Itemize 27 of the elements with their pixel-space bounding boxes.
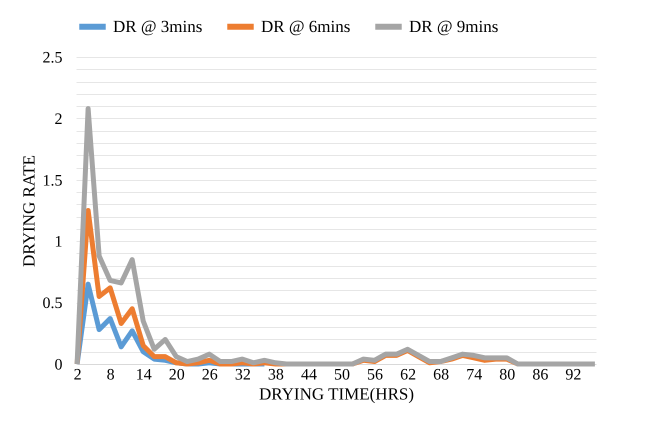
y-axis-title: DRYING RATE <box>20 155 38 267</box>
x-tick-label: 62 <box>400 366 416 384</box>
x-tick-label: 20 <box>168 366 185 384</box>
x-tick-label: 8 <box>106 366 115 384</box>
x-tick-label: 68 <box>433 366 450 384</box>
x-axis-title: DRYING TIME(HRS) <box>258 384 414 404</box>
y-tick-label: 1.5 <box>42 172 62 190</box>
x-tick-label: 14 <box>136 366 152 384</box>
y-tick-label: 0.5 <box>42 295 62 312</box>
legend-label: DR @ 6mins <box>261 16 350 36</box>
y-tick-label: 2.5 <box>42 50 62 66</box>
x-tick-label: 50 <box>334 366 350 384</box>
legend-label: DR @ 3mins <box>113 16 202 36</box>
legend-label: DR @ 9mins <box>409 16 498 36</box>
x-tick-label: 32 <box>234 366 251 384</box>
x-tick-label: 86 <box>532 366 548 384</box>
x-tick-label: 44 <box>300 366 317 384</box>
x-tick-label: 92 <box>565 366 582 384</box>
y-tick-label: 1 <box>54 234 62 251</box>
x-tick-label: 80 <box>499 366 516 384</box>
x-tick-label: 38 <box>268 366 284 384</box>
x-tick-label: 74 <box>466 366 482 384</box>
x-tick-label: 56 <box>367 366 384 384</box>
y-tick-label: 0 <box>54 356 62 374</box>
y-tick-label: 2 <box>54 110 62 128</box>
x-tick-label: 2 <box>74 366 82 384</box>
x-tick-label: 26 <box>202 366 218 384</box>
